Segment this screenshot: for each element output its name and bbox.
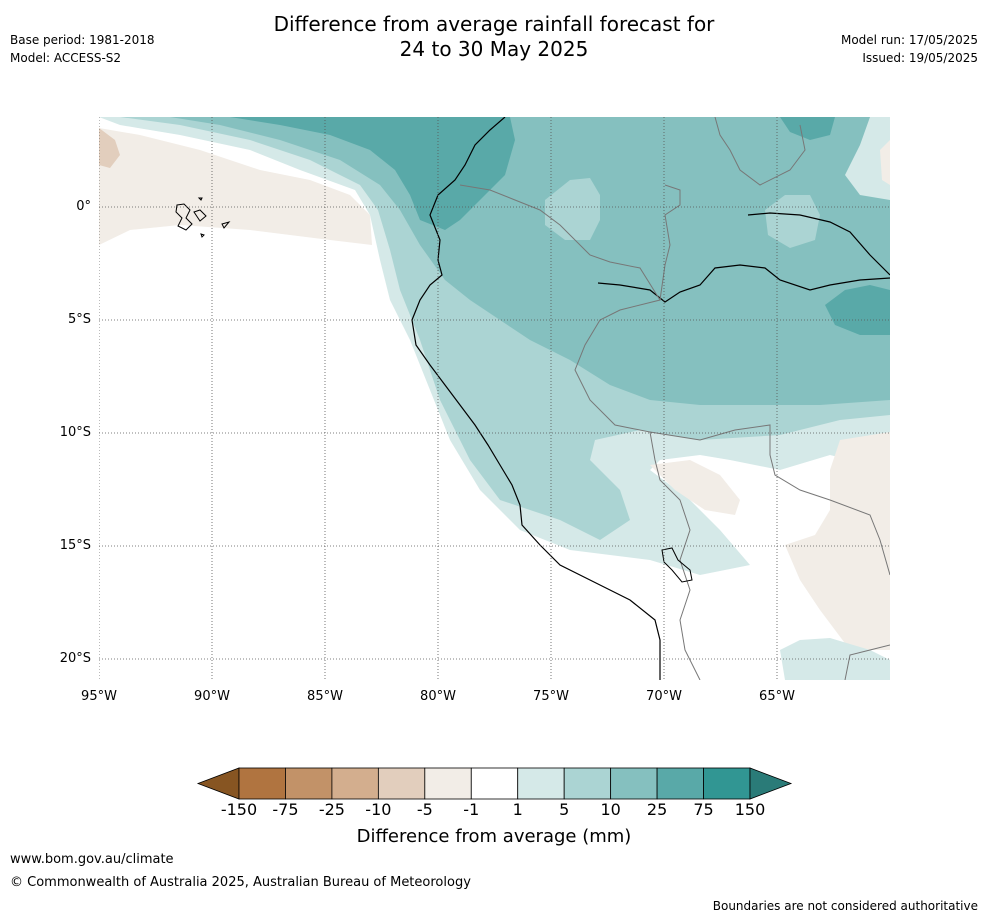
dry-patch-bolivia-east [785,432,890,650]
gridlines [99,117,890,680]
colorbar-tick-label: 75 [693,800,714,819]
contour-25-75-northeast [780,117,835,140]
colorbar-high-arrow [749,767,793,800]
colorbar-swatch [377,767,426,800]
amazon-river [597,264,890,303]
lon-label: 80°W [420,689,456,704]
lon-label: 90°W [194,689,230,704]
footer-copyright: © Commonwealth of Australia 2025, Austra… [10,875,471,890]
colorbar-low-arrow [196,767,240,800]
negro-river [747,212,890,276]
colorbar-tick-label: 25 [646,800,668,819]
lat-label: 0° [76,199,91,214]
coastline [411,117,661,680]
colorbar-swatch [703,767,751,800]
colorbar-tick-label: 5 [559,800,570,819]
contour-25-75-east [825,285,890,335]
lon-label: 70°W [646,689,682,704]
colorbar-swatch [285,767,333,800]
dry-patch-northeast [880,140,890,185]
lake-titicaca [661,547,693,583]
title-line-2: 24 to 30 May 2025 [399,37,589,61]
map-area [99,117,890,680]
patch-1-5-ne [845,117,890,200]
colorbar-swatch [470,767,519,800]
issued-date: Issued: 19/05/2025 [862,51,978,65]
lat-label: 15°S [59,538,91,553]
colorbar-tick-label: -150 [220,800,258,819]
colorbar-tick-label: 1 [512,800,523,819]
colorbar-swatch [656,767,704,800]
lon-label: 75°W [533,689,569,704]
contour-25-75 [230,117,515,230]
colorbar-tick-label: -1 [463,800,480,819]
colorbar-title: Difference from average (mm) [356,826,632,847]
model-run: Model run: 17/05/2025 [840,33,978,47]
patch-5-10-b [765,195,820,248]
colorbar-tick-label: -75 [272,800,299,819]
colorbar [196,767,793,800]
colorbar-swatch [238,767,286,800]
dry-patch-bolivia-west [650,460,740,515]
footer-disclaimer: Boundaries are not considered authoritat… [712,899,978,913]
lon-label: 85°W [307,689,343,704]
contour-10-25 [170,117,890,405]
colorbar-swatch [424,767,472,800]
meta-left: Base period: 1981-2018 Model: ACCESS-S2 [10,31,155,67]
country-borders [459,117,890,680]
lon-label: 65°W [759,689,795,704]
colorbar-swatch [563,767,612,800]
lat-label: 5°S [67,312,91,327]
colorbar-tick-label: -5 [416,800,433,819]
lat-label: 20°S [59,651,91,666]
colorbar-tick-label: -25 [318,800,345,819]
lat-label: 10°S [59,425,91,440]
colorbar-swatch [331,767,379,800]
map-title: Difference from average rainfall forecas… [0,12,988,62]
colorbar-swatch [517,767,565,800]
dry-patch-pacific-edge [99,128,120,168]
lon-label: 95°W [81,689,117,704]
colorbar-tick-label: 10 [600,800,621,819]
model-name: Model: ACCESS-S2 [10,51,122,65]
colorbar-tick-label: -10 [365,800,392,819]
base-period: Base period: 1981-2018 [10,33,155,47]
title-line-1: Difference from average rainfall forecas… [273,12,715,36]
meta-right: Model run: 17/05/2025 Issued: 19/05/2025 [841,31,978,67]
colorbar-tick-label: 150 [734,800,766,819]
footer-url: www.bom.gov.au/climate [10,852,174,867]
colorbar-swatch [610,767,658,800]
dry-patch-pacific [99,128,372,245]
